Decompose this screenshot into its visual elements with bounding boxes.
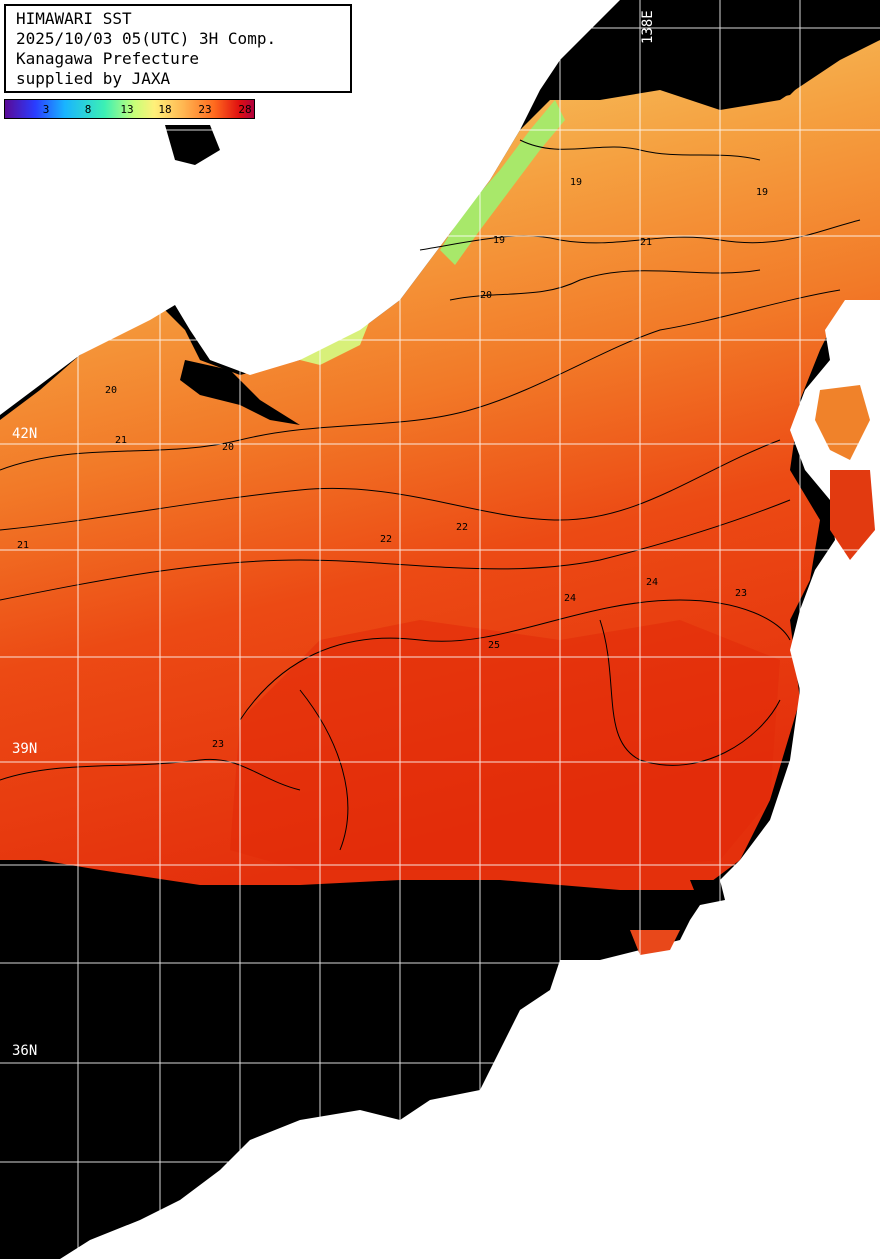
color-scale-bar: 3 8 13 18 23 28 (4, 99, 255, 119)
contour-label: 19 (756, 187, 768, 198)
contour-label: 20 (480, 290, 492, 301)
contour-label: 24 (646, 577, 658, 588)
no-data-island (165, 125, 220, 165)
scale-tick: 13 (120, 103, 134, 116)
contour-label: 22 (380, 534, 392, 545)
title-line: 2025/10/03 05(UTC) 3H Comp. (16, 29, 277, 48)
contour-label: 21 (640, 237, 652, 248)
contour-label: 21 (115, 435, 127, 446)
scale-tick: 8 (84, 103, 92, 116)
warm-core (230, 620, 780, 870)
contour-label: 22 (456, 522, 468, 533)
lat-label: 39N (12, 741, 38, 757)
contour-label: 19 (570, 177, 582, 188)
contour-label: 20 (222, 442, 234, 453)
contour-labels: 19 19 19 20 20 20 21 21 21 22 22 23 23 2… (17, 177, 768, 750)
lat-label: 36N (12, 1043, 38, 1059)
contour-label: 20 (105, 385, 117, 396)
lat-label: 42N (12, 426, 38, 442)
bay (815, 385, 870, 460)
contour-label: 19 (493, 235, 505, 246)
contour-label: 24 (564, 593, 576, 604)
contour-label: 21 (17, 540, 29, 551)
contour-label: 23 (212, 739, 224, 750)
lake (690, 880, 725, 905)
title-line: supplied by JAXA (16, 69, 171, 88)
scale-tick: 3 (42, 103, 50, 116)
bay (830, 470, 875, 560)
title-line: Kanagawa Prefecture (16, 49, 200, 68)
scale-tick: 23 (198, 103, 212, 116)
scale-tick: 28 (238, 103, 252, 116)
title-line: HIMAWARI SST (16, 9, 132, 28)
no-data-top-right (635, 0, 880, 105)
contour-label: 23 (735, 588, 747, 599)
scale-tick: 18 (158, 103, 172, 116)
land-east (60, 300, 880, 1259)
map-title-box: HIMAWARI SST 2025/10/03 05(UTC) 3H Comp.… (4, 4, 352, 93)
contour-label: 25 (488, 640, 500, 651)
lon-label: 138E (640, 10, 656, 44)
sea-edge (630, 930, 680, 955)
cool-water-patch (440, 100, 565, 265)
